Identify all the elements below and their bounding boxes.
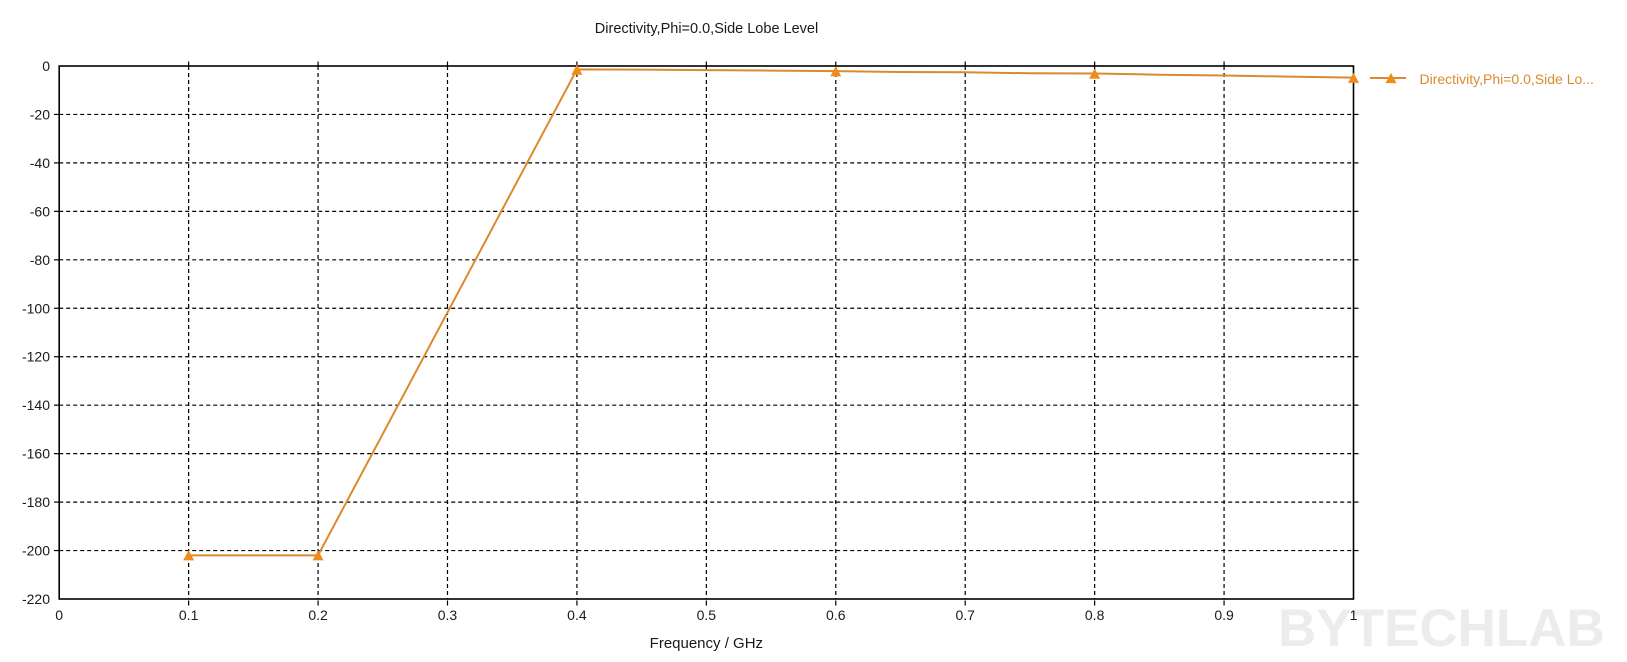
svg-text:-20: -20	[30, 106, 50, 122]
svg-text:0.7: 0.7	[955, 607, 975, 623]
svg-text:-160: -160	[22, 446, 50, 462]
svg-text:Frequency / GHz: Frequency / GHz	[650, 635, 763, 652]
svg-text:-200: -200	[22, 543, 50, 559]
svg-text:0.1: 0.1	[179, 607, 199, 623]
svg-text:0.2: 0.2	[308, 607, 328, 623]
svg-text:0.4: 0.4	[567, 607, 587, 623]
svg-text:-180: -180	[22, 494, 50, 510]
svg-text:0.3: 0.3	[438, 607, 458, 623]
svg-text:-220: -220	[22, 591, 50, 607]
svg-text:-120: -120	[22, 349, 50, 365]
svg-text:-40: -40	[30, 155, 50, 171]
svg-text:-140: -140	[22, 397, 50, 413]
svg-text:0.9: 0.9	[1214, 607, 1234, 623]
svg-text:-80: -80	[30, 252, 50, 268]
svg-text:0.6: 0.6	[826, 607, 846, 623]
svg-text:0: 0	[42, 58, 50, 74]
svg-text:Directivity,Phi=0.0,Side Lo...: Directivity,Phi=0.0,Side Lo...	[1420, 71, 1594, 87]
svg-text:1: 1	[1350, 607, 1358, 623]
svg-text:-100: -100	[22, 300, 50, 316]
svg-text:0.8: 0.8	[1085, 607, 1105, 623]
svg-text:-60: -60	[30, 203, 50, 219]
svg-text:0.5: 0.5	[697, 607, 717, 623]
svg-text:0: 0	[55, 607, 63, 623]
